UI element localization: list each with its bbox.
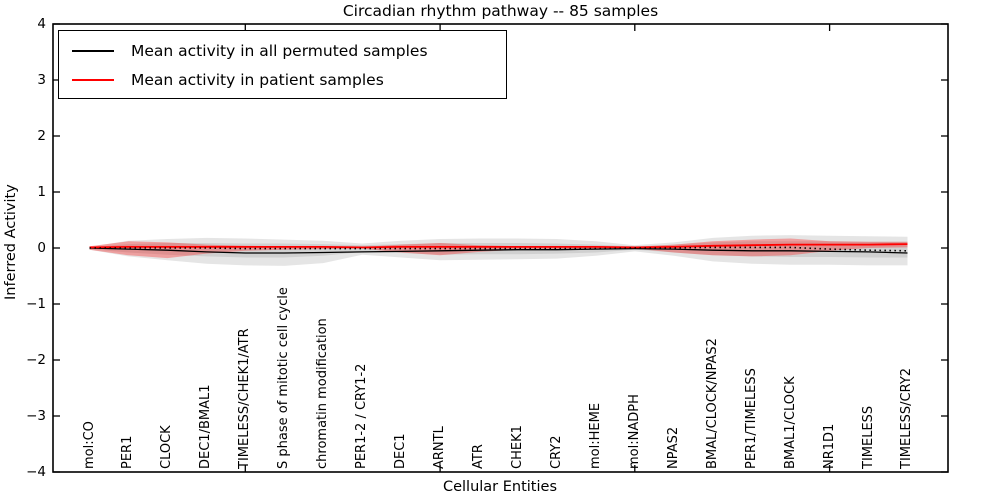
- y-tick-label: −3: [26, 408, 46, 424]
- x-category-label: BMAL1/CLOCK: [782, 376, 798, 469]
- legend-line-sample-black: [72, 49, 114, 52]
- y-tick-label: 2: [37, 128, 46, 144]
- y-tick-label: −1: [26, 296, 46, 312]
- x-category-label: ATR: [471, 444, 486, 469]
- x-category-label: NPAS2: [665, 426, 681, 469]
- x-category-label: chromatin modification: [315, 318, 331, 469]
- x-category-label: CHEK1: [509, 425, 525, 469]
- x-category-label: PER1-2 / CRY1-2: [354, 363, 370, 469]
- x-category-label: DEC1: [393, 433, 409, 469]
- x-category-label: TIMELESS/CRY2: [899, 367, 915, 469]
- x-category-label: CRY2: [548, 435, 564, 470]
- legend-item-permuted: Mean activity in all permuted samples: [59, 36, 506, 65]
- x-category-label: mol:NADPH: [626, 394, 642, 469]
- legend-label: Mean activity in patient samples: [131, 70, 384, 89]
- line-mean-activity-in-all-permuted-samples: [89, 247, 908, 254]
- x-category-label: PER1/TIMELESS: [743, 368, 759, 469]
- x-category-label: S phase of mitotic cell cycle: [276, 287, 292, 469]
- x-category-label: mol:CO: [81, 421, 97, 469]
- y-tick-label: −2: [26, 352, 46, 368]
- x-category-label: TIMELESS: [860, 405, 876, 469]
- legend-item-patient: Mean activity in patient samples: [59, 65, 506, 94]
- x-category-label: CLOCK: [159, 425, 175, 469]
- x-category-label: NR1D1: [821, 423, 837, 469]
- x-category-label: ARNTL: [432, 426, 448, 469]
- x-category-label: DEC1/BMAL1: [198, 384, 214, 470]
- y-tick-label: 4: [37, 16, 46, 32]
- legend-label: Mean activity in all permuted samples: [131, 41, 428, 60]
- y-tick-label: 0: [37, 240, 46, 256]
- y-tick-label: 1: [37, 184, 46, 200]
- chart-title: Circadian rhythm pathway -- 85 samples: [342, 2, 659, 20]
- y-tick-label: 3: [37, 72, 46, 88]
- x-category-label: mol:HEME: [587, 402, 603, 469]
- legend: Mean activity in all permuted samples Me…: [58, 30, 507, 99]
- band-patient-sample-range: [89, 238, 908, 259]
- x-axis-label: Cellular Entities: [442, 479, 558, 495]
- line-unlabeled-dotted-overlay: [89, 246, 908, 252]
- y-tick-label: −4: [26, 464, 46, 480]
- x-category-label: TIMELESS/CHEK1/ATR: [237, 328, 253, 469]
- legend-line-sample-red: [72, 78, 114, 81]
- x-category-label: PER1: [120, 435, 136, 469]
- x-category-label: BMAL/CLOCK/NPAS2: [704, 338, 720, 469]
- line-mean-activity-in-patient-samples: [89, 243, 908, 249]
